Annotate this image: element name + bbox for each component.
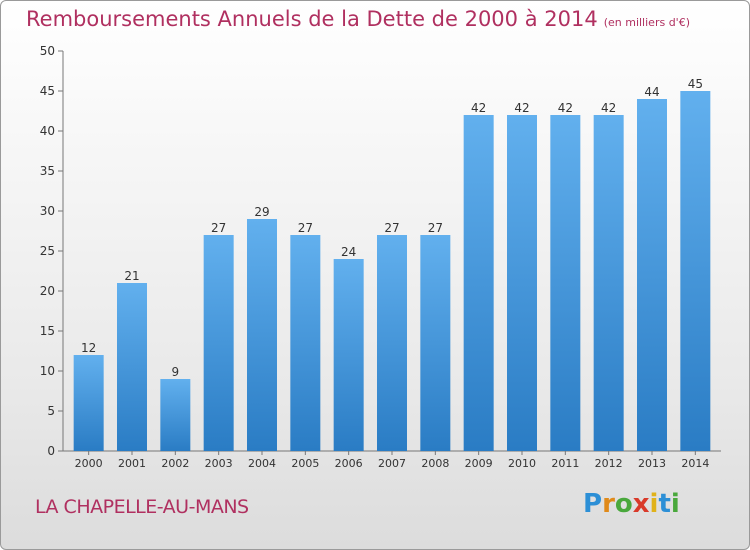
y-tick-label: 45 xyxy=(40,84,55,98)
bar xyxy=(680,91,711,451)
chart-unit: (en milliers d'€) xyxy=(603,16,690,29)
y-tick-label: 40 xyxy=(40,124,55,138)
proxiti-logo: Proxiti xyxy=(583,489,680,519)
x-tick-label: 2010 xyxy=(508,457,536,470)
bar xyxy=(550,115,581,451)
y-tick-label: 50 xyxy=(40,44,55,58)
x-tick-label: 2012 xyxy=(595,457,623,470)
x-tick-label: 2005 xyxy=(291,457,319,470)
bar xyxy=(117,283,147,451)
y-tick-label: 35 xyxy=(40,164,55,178)
bar-value-label: 45 xyxy=(688,77,703,91)
bar-value-label: 44 xyxy=(644,85,659,99)
bar-value-label: 27 xyxy=(298,221,313,235)
bar-value-label: 42 xyxy=(601,101,616,115)
x-tick-label: 2013 xyxy=(638,457,666,470)
bar xyxy=(160,379,191,451)
x-tick-label: 2003 xyxy=(205,457,233,470)
y-tick-label: 20 xyxy=(40,284,55,298)
bar xyxy=(203,235,234,451)
bar xyxy=(463,115,494,451)
x-tick-label: 2000 xyxy=(75,457,103,470)
x-tick-label: 2009 xyxy=(465,457,493,470)
bar xyxy=(290,235,321,451)
bar xyxy=(377,235,407,451)
bar-value-label: 24 xyxy=(341,245,356,259)
bar xyxy=(420,235,451,451)
y-tick-label: 30 xyxy=(40,204,55,218)
chart-title: Remboursements Annuels de la Dette de 20… xyxy=(26,7,690,31)
chart-title-text: Remboursements Annuels de la Dette de 20… xyxy=(26,7,598,31)
y-tick-label: 10 xyxy=(40,364,55,378)
y-tick-label: 0 xyxy=(47,444,55,458)
x-tick-label: 2004 xyxy=(248,457,276,470)
x-tick-label: 2008 xyxy=(421,457,449,470)
bar-value-label: 27 xyxy=(211,221,226,235)
bar-value-label: 42 xyxy=(558,101,573,115)
x-tick-label: 2002 xyxy=(161,457,189,470)
bar-value-label: 29 xyxy=(254,205,269,219)
bar xyxy=(593,115,624,451)
city-name: LA CHAPELLE-AU-MANS xyxy=(35,496,249,518)
bar xyxy=(333,259,364,451)
x-tick-label: 2007 xyxy=(378,457,406,470)
bar xyxy=(637,99,667,451)
x-tick-label: 2011 xyxy=(551,457,579,470)
bar-value-label: 27 xyxy=(428,221,443,235)
x-tick-label: 2001 xyxy=(118,457,146,470)
bar xyxy=(73,355,104,451)
bar-value-label: 42 xyxy=(471,101,486,115)
bar-value-label: 9 xyxy=(172,365,180,379)
y-tick-label: 15 xyxy=(40,324,55,338)
bar xyxy=(247,219,277,451)
bar-value-label: 21 xyxy=(124,269,139,283)
x-tick-label: 2006 xyxy=(335,457,363,470)
bar-value-label: 27 xyxy=(384,221,399,235)
y-tick-label: 5 xyxy=(47,404,55,418)
y-tick-label: 25 xyxy=(40,244,55,258)
bar-value-label: 12 xyxy=(81,341,96,355)
bar xyxy=(507,115,537,451)
bar-value-label: 42 xyxy=(514,101,529,115)
x-tick-label: 2014 xyxy=(681,457,709,470)
